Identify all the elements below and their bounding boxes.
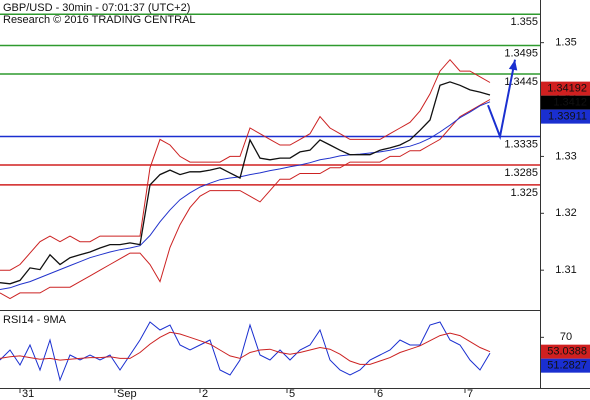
x-tick-label: Sep	[117, 388, 137, 400]
y-tick-label: 70	[560, 331, 572, 343]
series-line	[0, 101, 491, 290]
price-tag-label: 1.34192	[547, 83, 587, 95]
price-tag-label: 51.2827	[547, 360, 587, 372]
level-label: 1.3285	[504, 167, 538, 179]
level-label: 1.3335	[504, 138, 538, 150]
y-tick-label: 1.35	[555, 37, 576, 49]
y-tick-label: 1.32	[555, 207, 576, 219]
rsi-title: RSI14 - 9MA	[3, 314, 67, 326]
x-tick-label: 31	[22, 388, 34, 400]
series-line	[0, 321, 491, 382]
y-tick-label: 1.33	[555, 150, 576, 162]
chart-subtitle: Research © 2016 TRADING CENTRAL	[3, 14, 196, 26]
projection-line	[487, 59, 516, 141]
level-label: 1.355	[510, 16, 538, 28]
series-line	[0, 331, 491, 365]
y-tick-label: 1.31	[555, 264, 576, 276]
price-tag-label: 53.0388	[547, 346, 587, 358]
price-tag	[541, 109, 590, 124]
price-tag-label: 1.3412	[553, 97, 587, 109]
projection-arrowhead	[508, 59, 518, 71]
x-tick-label: 2	[202, 388, 208, 400]
price-tag	[541, 344, 590, 359]
series-line	[0, 99, 491, 300]
level-label: 1.3495	[504, 47, 538, 59]
x-tick-label: 5	[289, 388, 295, 400]
price-tag	[541, 358, 590, 373]
chart-title: GBP/USD - 30min - 07:01:37 (UTC+2)	[3, 2, 190, 14]
series-line	[0, 81, 491, 285]
x-tick-label: 7	[467, 388, 473, 400]
series-line	[0, 58, 491, 271]
level-label: 1.3445	[504, 76, 538, 88]
price-tag	[541, 81, 590, 96]
level-label: 1.325	[510, 187, 538, 199]
price-tag	[541, 95, 590, 110]
x-tick-label: 6	[377, 388, 383, 400]
price-tag-label: 1.33911	[548, 111, 587, 123]
